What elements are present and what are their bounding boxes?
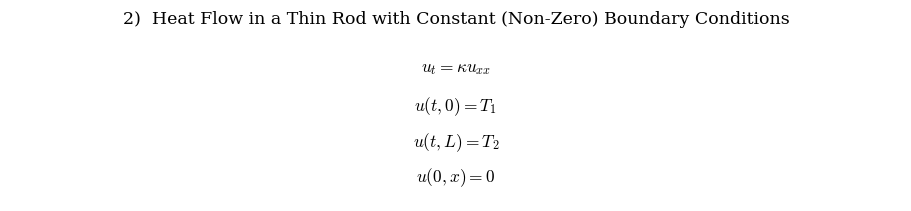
Text: $u(t, 0) = T_1$: $u(t, 0) = T_1$ <box>414 95 497 118</box>
Text: $u_t = \kappa u_{xx}$: $u_t = \kappa u_{xx}$ <box>420 59 491 77</box>
Text: 2)  Heat Flow in a Thin Rod with Constant (Non-Zero) Boundary Conditions: 2) Heat Flow in a Thin Rod with Constant… <box>122 11 789 28</box>
Text: $u(t, L) = T_2$: $u(t, L) = T_2$ <box>413 131 498 154</box>
Text: $u(0, x) = 0$: $u(0, x) = 0$ <box>416 167 495 189</box>
